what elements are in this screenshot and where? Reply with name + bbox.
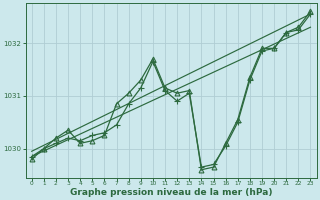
X-axis label: Graphe pression niveau de la mer (hPa): Graphe pression niveau de la mer (hPa) (70, 188, 272, 197)
